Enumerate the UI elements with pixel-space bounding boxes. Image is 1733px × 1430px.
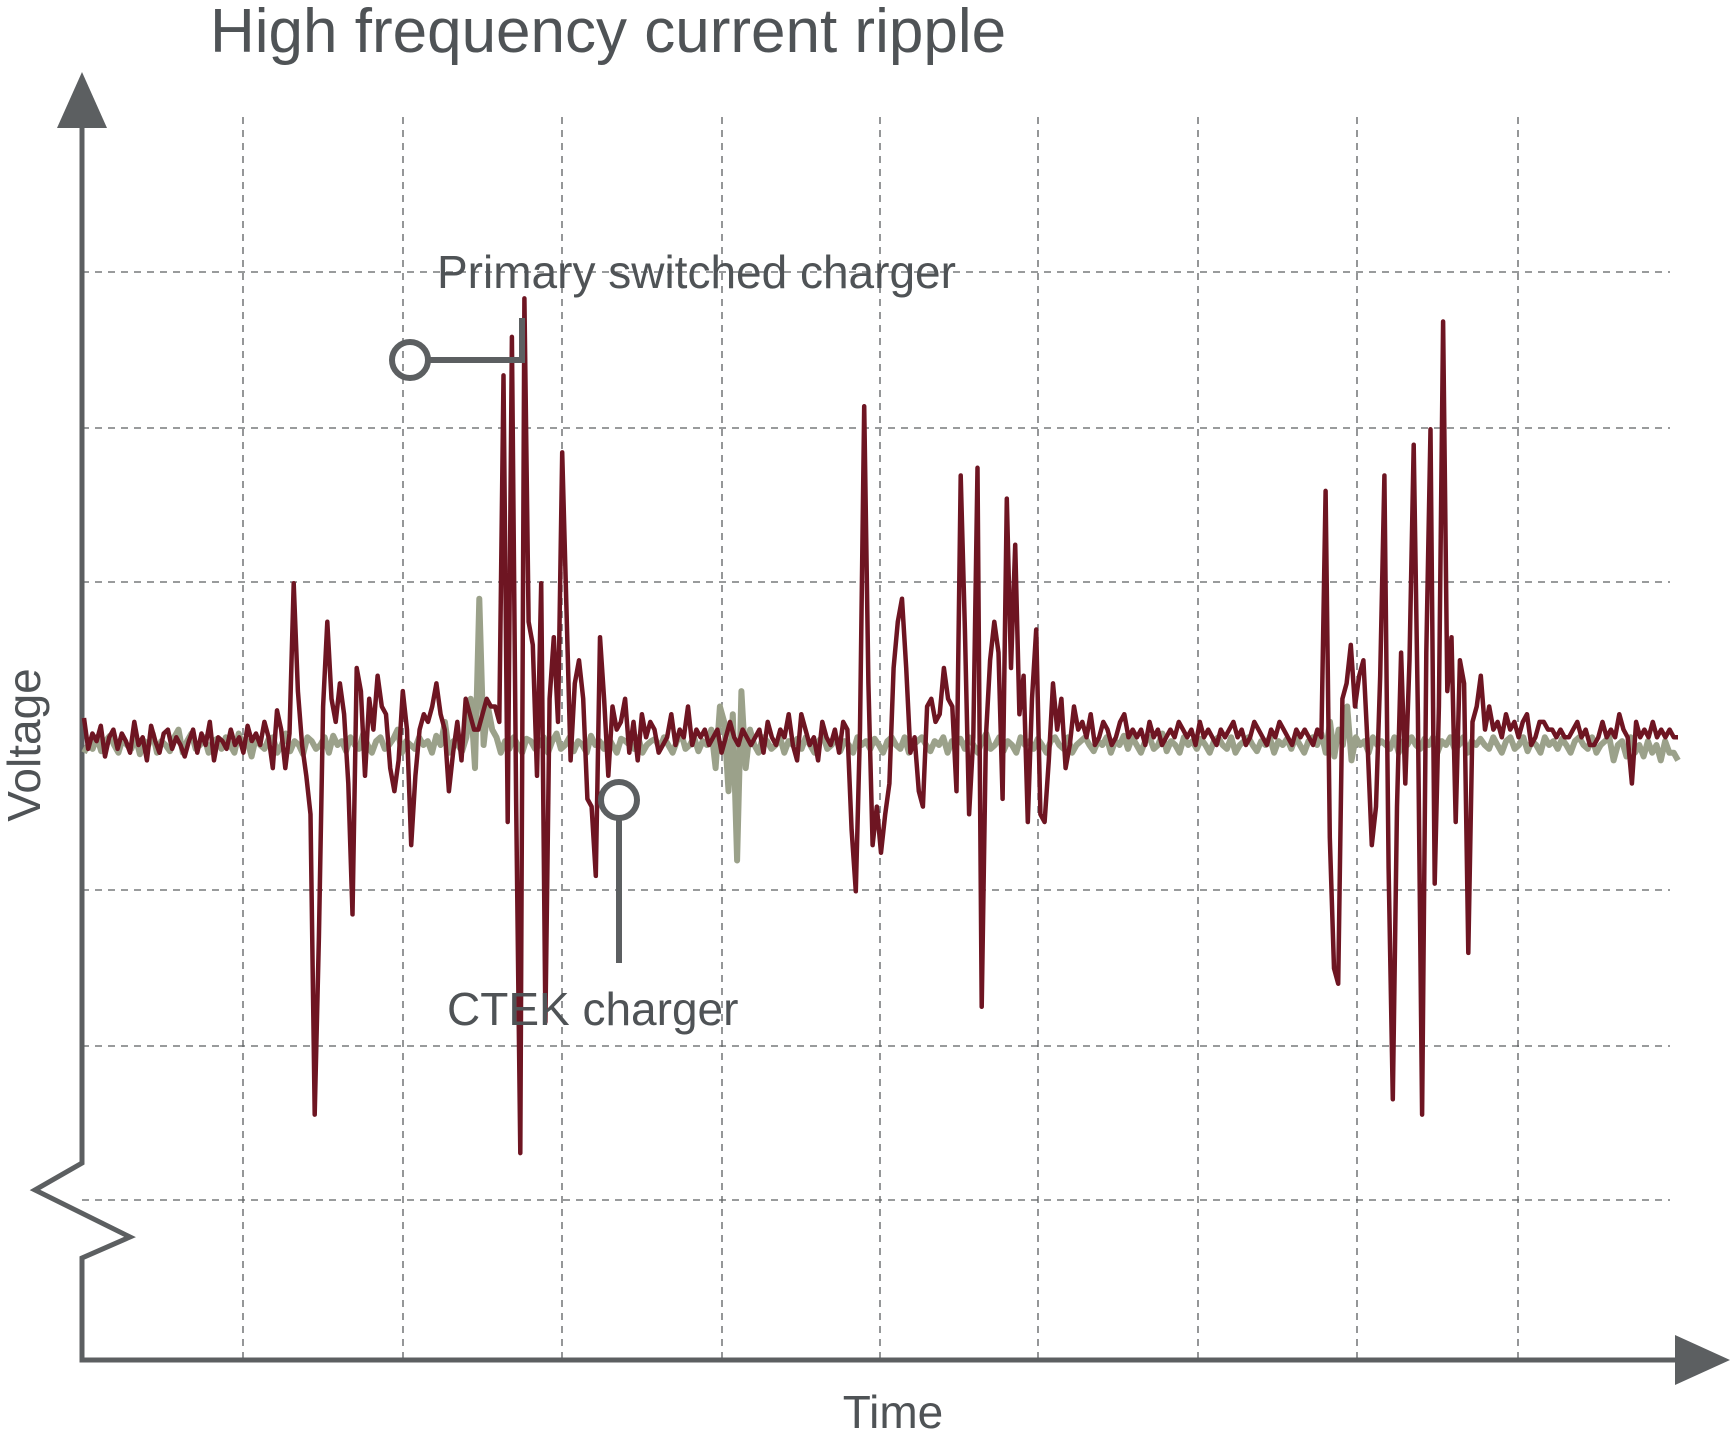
y-axis-label: Voltage	[0, 668, 50, 821]
grid	[82, 117, 1670, 1360]
callout-ctek-ring	[598, 779, 640, 821]
callout-ctek: CTEK charger	[447, 779, 738, 1035]
series-line-ctek-charger	[81, 595, 1681, 864]
x-axis-arrow	[1675, 1335, 1730, 1385]
callout-primary-leader	[428, 318, 525, 363]
chart-title: High frequency current ripple	[210, 0, 1006, 66]
x-axis-label: Time	[843, 1386, 944, 1430]
series-layer	[81, 296, 1681, 1156]
annotation-ctek-charger: CTEK charger	[447, 983, 738, 1035]
callout-primary: Primary switched charger	[389, 246, 956, 381]
y-axis-with-break	[29, 110, 1690, 1363]
callout-primary-ring	[389, 339, 431, 381]
annotation-primary-switched-charger: Primary switched charger	[437, 246, 956, 298]
y-axis-arrow	[57, 72, 107, 128]
series-line-primary-switched-charger	[81, 296, 1678, 1156]
axes	[29, 72, 1730, 1385]
